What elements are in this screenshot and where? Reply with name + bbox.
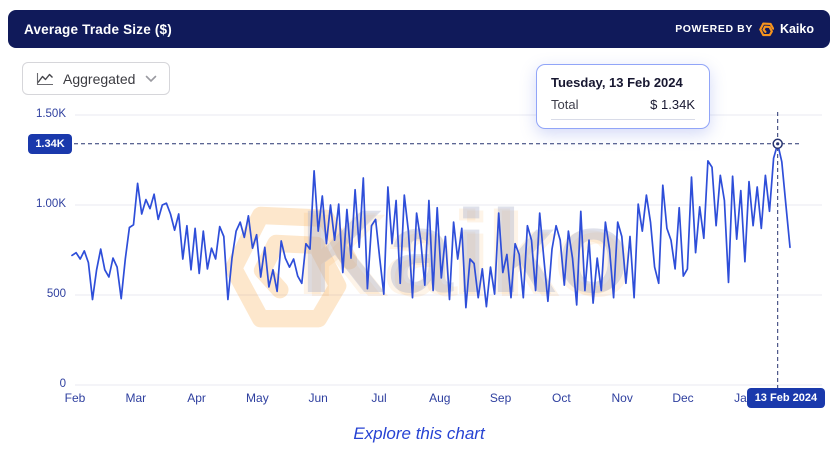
x-tick-label: Sep [489,391,512,405]
tooltip-series-value: $ 1.34K [650,97,695,112]
y-tick-label: 1.00K [35,198,66,210]
x-tick-label: Apr [187,391,206,405]
page-title: Average Trade Size ($) [24,21,172,37]
line-chart-icon [35,71,55,87]
brand-name: Kaiko [779,22,814,36]
aggregation-dropdown[interactable]: Aggregated [22,62,170,95]
aggregation-value: Aggregated [63,70,136,87]
chevron-down-icon [145,75,157,83]
series-line [71,142,791,309]
x-date-badge: 13 Feb 2024 [746,388,826,408]
x-tick-label: Nov [611,391,633,405]
x-tick-label: Aug [429,391,451,405]
powered-by-label: POWERED BY [675,23,753,35]
x-tick-label: Jul [371,391,387,405]
x-tick-label: Jun [308,391,328,405]
y-tick-label: 1.50K [35,108,66,120]
tooltip-date: Tuesday, 13 Feb 2024 [551,75,683,90]
powered-by-group[interactable]: POWERED BY Kaiko [675,22,814,37]
x-tick-label: Dec [672,391,694,405]
kaiko-logo-icon [759,22,774,37]
y-value-badge: 1.34K [28,133,72,154]
tooltip-row: Total $ 1.34K [551,97,695,120]
y-tick-label: 0 [59,378,66,390]
x-tick-label: May [246,391,269,405]
highlight-marker-dot [776,142,780,146]
x-tick-label: Feb [64,391,86,405]
x-tick-label: Oct [552,391,571,405]
header-bar: Average Trade Size ($) POWERED BY Kaiko [8,10,830,48]
tooltip: Tuesday, 13 Feb 2024 Total $ 1.34K [536,64,710,129]
y-tick-label: 500 [46,288,66,300]
explore-chart-link[interactable]: Explore this chart [353,424,485,443]
x-tick-label: Mar [125,391,147,405]
tooltip-series-label: Total [551,97,579,112]
